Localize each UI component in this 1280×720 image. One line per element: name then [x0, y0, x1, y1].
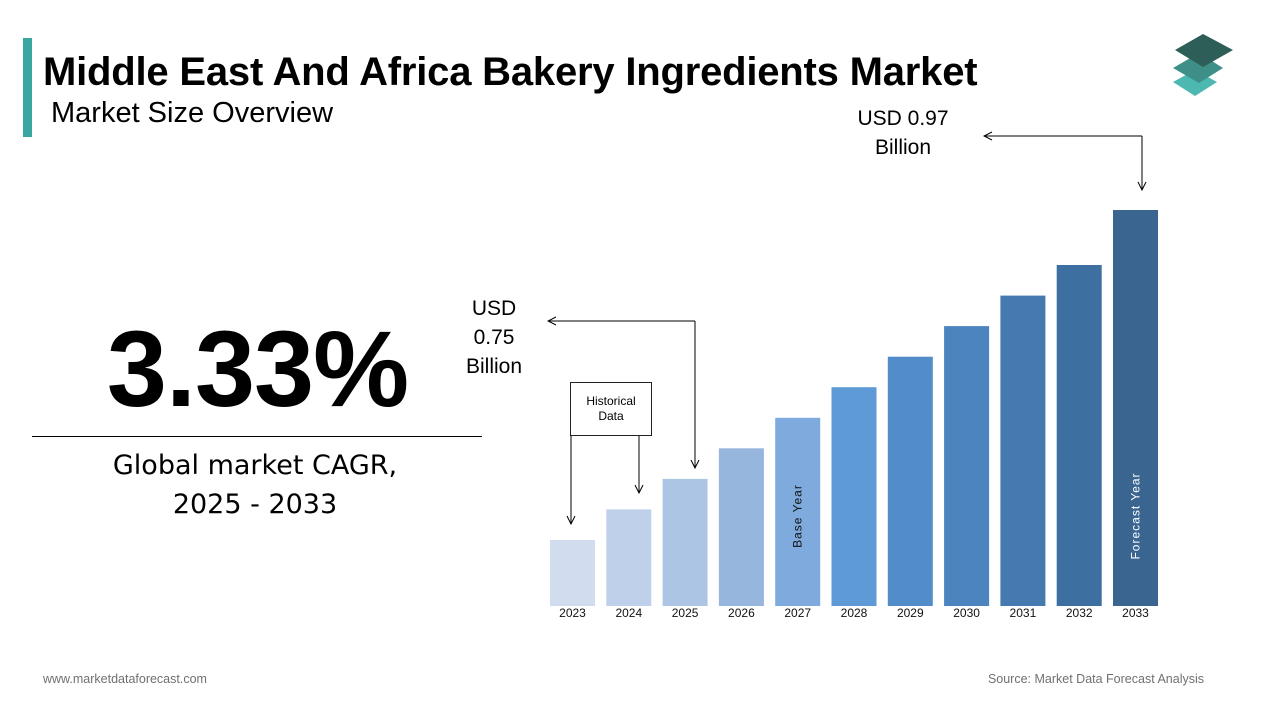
x-tick-labels-layer: 2023 2024 2025 2026 2027 2028 2029 2030 2031 2032…: [559, 606, 1149, 620]
start-value-line3: Billion: [465, 355, 523, 378]
bar-2025: [662, 478, 708, 606]
bar-2024: [606, 509, 652, 606]
bar-2031: [1000, 295, 1046, 606]
footer-source: Source: Market Data Forecast Analysis: [987, 672, 1204, 686]
bar-2032: [1056, 265, 1102, 606]
x-tick-2026: 2026: [728, 606, 755, 620]
cagr-label-line1: Global market CAGR,: [112, 450, 398, 481]
x-tick-2028: 2028: [841, 606, 868, 620]
historical-line2: Data: [598, 409, 624, 423]
x-tick-2024: 2024: [615, 606, 642, 620]
bar-2033: [1113, 210, 1158, 606]
x-tick-2033: 2033: [1122, 606, 1149, 620]
cagr-label-line2: 2025 - 2033: [172, 489, 338, 520]
x-tick-2031: 2031: [1010, 606, 1037, 620]
bar-annotation-2027: Base Year: [791, 484, 805, 548]
start-value-line2: 0.75: [473, 326, 515, 349]
historical-line1: Historical: [586, 394, 636, 408]
historical-data-box: Historical Data: [570, 382, 652, 436]
end-value-line2: Billion: [874, 136, 932, 159]
bar-2030: [944, 326, 990, 606]
x-tick-2029: 2029: [897, 606, 924, 620]
bar-annotation-2033: Forecast Year: [1129, 472, 1143, 559]
cagr-label: Global market CAGR, 2025 - 2033: [30, 446, 480, 524]
x-tick-2025: 2025: [672, 606, 699, 620]
end-value-callout: USD 0.97 Billion: [838, 104, 968, 162]
bars-layer: [550, 210, 1158, 606]
page-title: Middle East And Africa Bakery Ingredient…: [43, 50, 978, 94]
bar-2029: [887, 356, 933, 606]
x-tick-2023: 2023: [559, 606, 586, 620]
footer-website: www.marketdataforecast.com: [43, 672, 207, 686]
cagr-divider: [32, 436, 482, 437]
x-tick-2032: 2032: [1066, 606, 1093, 620]
brand-logo-icon: [1173, 34, 1233, 96]
annotations-layer: Base Year Forecast Year: [791, 472, 1143, 559]
logo-layer-top: [1175, 34, 1233, 67]
bar-2026: [718, 448, 764, 606]
bar-2028: [831, 387, 877, 606]
x-tick-2030: 2030: [953, 606, 980, 620]
end-value-line1: USD 0.97: [857, 107, 949, 130]
x-tick-2027: 2027: [784, 606, 811, 620]
bar-2027: [775, 417, 821, 606]
title-accent-bar: [23, 38, 32, 137]
cagr-value: 3.33%: [106, 308, 409, 429]
bar-2023: [550, 540, 595, 606]
page-subtitle: Market Size Overview: [51, 97, 334, 129]
start-value-callout: USD 0.75 Billion: [458, 294, 530, 381]
start-value-line1: USD: [471, 297, 517, 320]
